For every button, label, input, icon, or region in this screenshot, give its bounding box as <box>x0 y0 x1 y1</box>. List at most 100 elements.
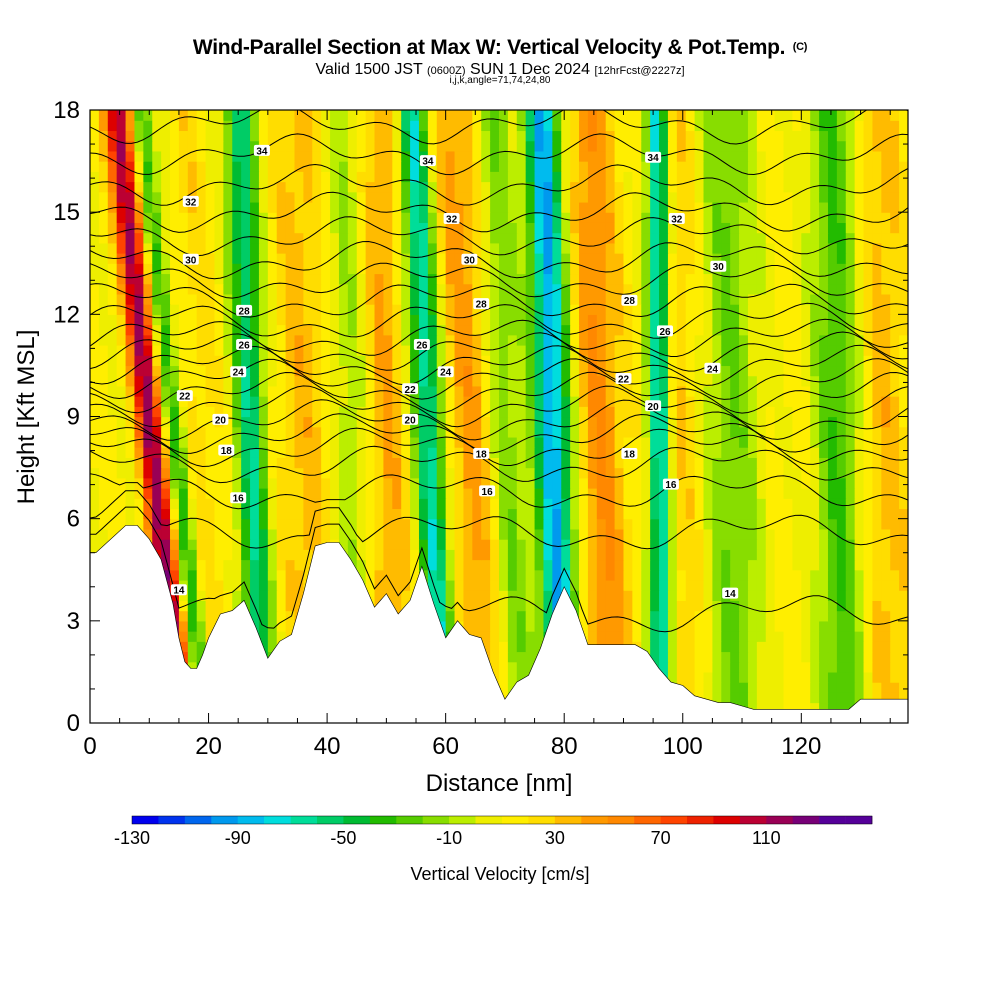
velocity-cell <box>872 416 882 428</box>
velocity-cell <box>783 610 794 622</box>
velocity-cell <box>98 324 109 336</box>
velocity-cell <box>863 641 874 653</box>
velocity-cell <box>125 273 136 285</box>
velocity-cell <box>774 232 785 244</box>
velocity-cell <box>178 396 189 407</box>
velocity-cell <box>436 539 447 550</box>
velocity-cell <box>525 620 536 632</box>
velocity-cell <box>507 498 518 510</box>
velocity-cell <box>196 467 207 479</box>
velocity-cell <box>347 273 358 285</box>
velocity-cell <box>881 508 891 520</box>
velocity-cell <box>499 671 509 683</box>
velocity-cell <box>454 549 465 561</box>
velocity-cell <box>579 569 589 581</box>
velocity-cell <box>854 181 865 193</box>
velocity-cell <box>632 201 642 213</box>
velocity-cell <box>667 436 678 448</box>
velocity-cell <box>827 355 838 367</box>
velocity-cell <box>321 293 331 305</box>
velocity-cell <box>330 498 340 510</box>
velocity-cell <box>854 222 865 234</box>
velocity-cell <box>463 426 473 438</box>
velocity-cell <box>694 682 705 693</box>
velocity-cell <box>659 385 669 397</box>
velocity-cell <box>561 488 571 499</box>
velocity-cell <box>178 620 189 632</box>
velocity-cell <box>756 518 767 530</box>
velocity-cell <box>783 355 794 367</box>
velocity-cell <box>267 518 278 530</box>
velocity-cell <box>427 242 438 254</box>
velocity-cell <box>650 304 660 315</box>
velocity-cell <box>490 661 500 673</box>
velocity-cell <box>392 212 402 223</box>
velocity-cell <box>819 549 829 561</box>
velocity-cell <box>90 181 100 193</box>
velocity-cell <box>543 498 553 510</box>
velocity-cell <box>614 304 625 315</box>
velocity-cell <box>676 651 687 663</box>
velocity-cell <box>534 232 545 244</box>
velocity-cell <box>739 314 749 326</box>
velocity-cell <box>810 671 820 683</box>
velocity-cell <box>579 385 589 397</box>
velocity-cell <box>561 222 571 234</box>
velocity-cell <box>774 385 785 397</box>
velocity-cell <box>623 171 633 183</box>
velocity-cell <box>747 263 758 275</box>
velocity-cell <box>276 426 287 438</box>
velocity-cell <box>783 559 794 571</box>
velocity-cell <box>747 171 758 183</box>
velocity-cell <box>223 191 233 203</box>
velocity-cell <box>454 569 465 581</box>
velocity-cell <box>685 436 696 448</box>
velocity-cell <box>241 253 251 264</box>
velocity-cell <box>614 426 625 438</box>
velocity-cell <box>250 477 260 489</box>
velocity-cell <box>223 201 233 213</box>
velocity-cell <box>267 191 278 203</box>
velocity-cell <box>739 283 749 295</box>
velocity-cell <box>454 590 465 601</box>
velocity-cell <box>303 375 313 387</box>
velocity-cell <box>427 559 438 571</box>
velocity-cell <box>721 641 731 653</box>
velocity-cell <box>632 610 642 622</box>
velocity-cell <box>881 232 891 244</box>
velocity-cell <box>196 171 207 183</box>
velocity-cell <box>801 498 811 510</box>
velocity-cell <box>756 671 767 683</box>
velocity-cell <box>605 488 616 499</box>
velocity-cell <box>499 191 509 203</box>
velocity-cell <box>854 334 865 346</box>
velocity-cell <box>525 426 536 438</box>
velocity-cell <box>525 498 536 510</box>
velocity-cell <box>614 344 625 356</box>
velocity-cell <box>214 569 224 581</box>
velocity-cell <box>694 314 705 326</box>
velocity-cell <box>374 365 385 377</box>
velocity-cell <box>641 212 651 223</box>
velocity-cell <box>854 273 865 285</box>
velocity-cell <box>623 539 633 550</box>
velocity-cell <box>827 518 838 530</box>
velocity-cell <box>285 477 296 489</box>
velocity-cell <box>178 467 189 479</box>
velocity-cell <box>436 436 447 448</box>
velocity-cell <box>810 232 820 244</box>
velocity-cell <box>623 242 633 254</box>
velocity-cell <box>241 171 251 183</box>
velocity-cell <box>899 579 908 591</box>
velocity-cell <box>90 212 100 223</box>
velocity-cell <box>267 161 278 172</box>
velocity-cell <box>570 467 580 479</box>
velocity-cell <box>303 304 313 315</box>
velocity-cell <box>481 365 491 377</box>
velocity-cell <box>543 416 553 428</box>
velocity-cell <box>507 549 518 561</box>
velocity-cell <box>641 365 651 377</box>
velocity-cell <box>267 232 278 244</box>
velocity-cell <box>223 396 233 407</box>
velocity-cell <box>258 344 269 356</box>
